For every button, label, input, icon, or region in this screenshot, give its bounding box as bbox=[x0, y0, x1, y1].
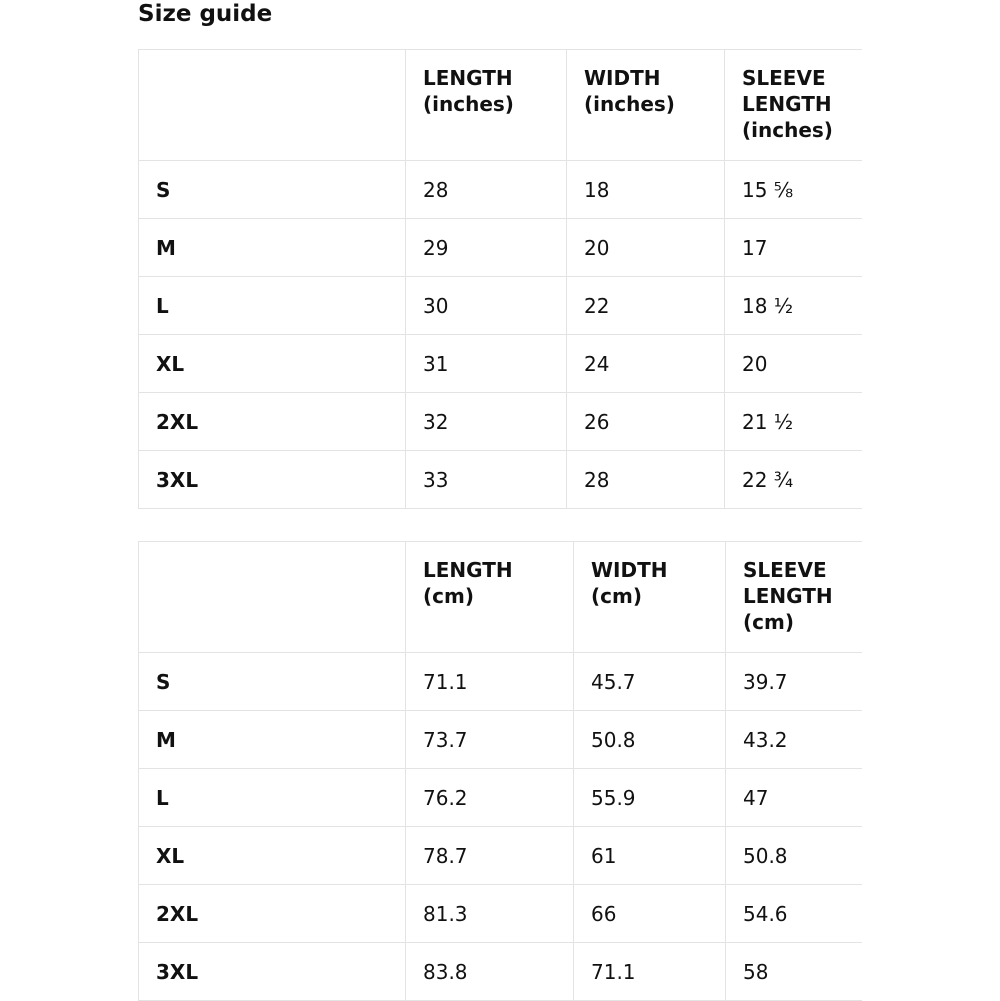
size-label: 2XL bbox=[138, 392, 406, 451]
sleeve-length-value: 18 ½ bbox=[724, 276, 862, 335]
length-value: 73.7 bbox=[405, 710, 574, 769]
sleeve-length-value: 43.2 bbox=[725, 710, 862, 769]
page-title: Size guide bbox=[138, 1, 273, 27]
sleeve-length-value: 54.6 bbox=[725, 884, 862, 943]
table-row: L 76.2 55.9 47 bbox=[138, 768, 862, 827]
header-row: LENGTH (inches) WIDTH (inches) SLEEVE LE… bbox=[138, 49, 862, 161]
table-row: 3XL 33 28 22 ¾ bbox=[138, 450, 862, 509]
table-row: M 29 20 17 bbox=[138, 218, 862, 277]
width-value: 26 bbox=[566, 392, 725, 451]
sleeve-length-value: 50.8 bbox=[725, 826, 862, 885]
sleeve-length-value: 39.7 bbox=[725, 652, 862, 711]
width-value: 24 bbox=[566, 334, 725, 393]
table-row: S 28 18 15 ⅝ bbox=[138, 160, 862, 219]
size-table-inches-wrap: LENGTH (inches) WIDTH (inches) SLEEVE LE… bbox=[138, 49, 862, 509]
col-header-width-cm: WIDTH (cm) bbox=[573, 541, 726, 653]
size-table-cm: LENGTH (cm) WIDTH (cm) SLEEVE LENGTH (cm… bbox=[138, 541, 862, 1001]
size-label: M bbox=[138, 218, 406, 277]
table-row: 2XL 32 26 21 ½ bbox=[138, 392, 862, 451]
size-column-header-empty bbox=[138, 541, 406, 653]
sleeve-length-value: 47 bbox=[725, 768, 862, 827]
size-table-cm-wrap: LENGTH (cm) WIDTH (cm) SLEEVE LENGTH (cm… bbox=[138, 541, 862, 1001]
table-row: 3XL 83.8 71.1 58 bbox=[138, 942, 862, 1001]
size-label: 3XL bbox=[138, 450, 406, 509]
size-label: 3XL bbox=[138, 942, 406, 1001]
table-row: L 30 22 18 ½ bbox=[138, 276, 862, 335]
size-label: XL bbox=[138, 334, 406, 393]
col-header-sleeve-length-inches: SLEEVE LENGTH (inches) bbox=[724, 49, 862, 161]
width-value: 18 bbox=[566, 160, 725, 219]
size-label: L bbox=[138, 276, 406, 335]
table-row: M 73.7 50.8 43.2 bbox=[138, 710, 862, 769]
length-value: 81.3 bbox=[405, 884, 574, 943]
size-label: S bbox=[138, 652, 406, 711]
sleeve-length-value: 22 ¾ bbox=[724, 450, 862, 509]
width-value: 66 bbox=[573, 884, 726, 943]
table-row: XL 78.7 61 50.8 bbox=[138, 826, 862, 885]
length-value: 32 bbox=[405, 392, 567, 451]
sleeve-length-value: 21 ½ bbox=[724, 392, 862, 451]
col-header-length-inches: LENGTH (inches) bbox=[405, 49, 567, 161]
width-value: 71.1 bbox=[573, 942, 726, 1001]
table-row: 2XL 81.3 66 54.6 bbox=[138, 884, 862, 943]
size-label: 2XL bbox=[138, 884, 406, 943]
table-row: XL 31 24 20 bbox=[138, 334, 862, 393]
col-header-sleeve-length-cm: SLEEVE LENGTH (cm) bbox=[725, 541, 862, 653]
length-value: 78.7 bbox=[405, 826, 574, 885]
length-value: 28 bbox=[405, 160, 567, 219]
width-value: 45.7 bbox=[573, 652, 726, 711]
col-header-width-inches: WIDTH (inches) bbox=[566, 49, 725, 161]
sleeve-length-value: 20 bbox=[724, 334, 862, 393]
width-value: 22 bbox=[566, 276, 725, 335]
size-table-inches: LENGTH (inches) WIDTH (inches) SLEEVE LE… bbox=[138, 49, 862, 509]
width-value: 50.8 bbox=[573, 710, 726, 769]
length-value: 31 bbox=[405, 334, 567, 393]
sleeve-length-value: 17 bbox=[724, 218, 862, 277]
size-label: XL bbox=[138, 826, 406, 885]
size-label: L bbox=[138, 768, 406, 827]
length-value: 30 bbox=[405, 276, 567, 335]
size-column-header-empty bbox=[138, 49, 406, 161]
width-value: 20 bbox=[566, 218, 725, 277]
width-value: 28 bbox=[566, 450, 725, 509]
length-value: 29 bbox=[405, 218, 567, 277]
header-row: LENGTH (cm) WIDTH (cm) SLEEVE LENGTH (cm… bbox=[138, 541, 862, 653]
length-value: 76.2 bbox=[405, 768, 574, 827]
length-value: 33 bbox=[405, 450, 567, 509]
size-label: S bbox=[138, 160, 406, 219]
length-value: 83.8 bbox=[405, 942, 574, 1001]
sleeve-length-value: 58 bbox=[725, 942, 862, 1001]
width-value: 61 bbox=[573, 826, 726, 885]
col-header-length-cm: LENGTH (cm) bbox=[405, 541, 574, 653]
length-value: 71.1 bbox=[405, 652, 574, 711]
size-label: M bbox=[138, 710, 406, 769]
table-row: S 71.1 45.7 39.7 bbox=[138, 652, 862, 711]
width-value: 55.9 bbox=[573, 768, 726, 827]
sleeve-length-value: 15 ⅝ bbox=[724, 160, 862, 219]
